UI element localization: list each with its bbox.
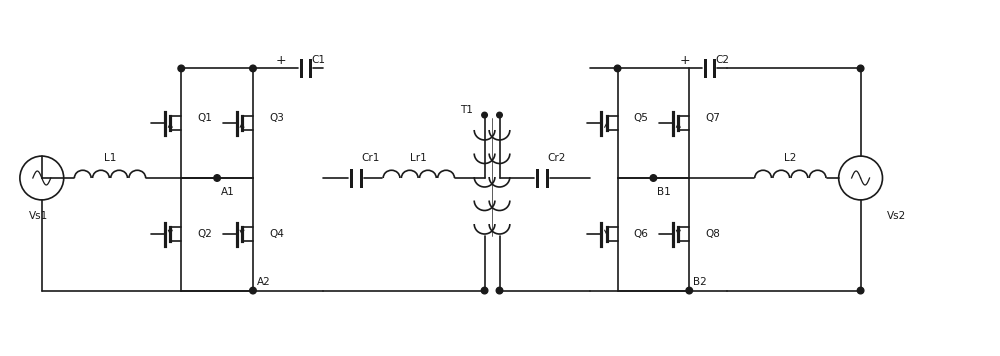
Circle shape xyxy=(686,287,693,294)
Text: B1: B1 xyxy=(657,187,671,197)
Text: Q5: Q5 xyxy=(633,113,648,123)
Text: Vs1: Vs1 xyxy=(29,211,48,221)
Text: L2: L2 xyxy=(784,153,797,163)
Text: Q2: Q2 xyxy=(197,229,212,239)
Text: Q3: Q3 xyxy=(269,113,284,123)
Circle shape xyxy=(250,287,256,294)
Text: T1: T1 xyxy=(460,105,473,115)
Circle shape xyxy=(857,287,864,294)
Text: Q1: Q1 xyxy=(197,113,212,123)
Text: Q4: Q4 xyxy=(269,229,284,239)
Circle shape xyxy=(481,287,488,294)
Circle shape xyxy=(482,112,487,118)
Circle shape xyxy=(214,175,220,181)
Text: C1: C1 xyxy=(312,56,326,66)
Circle shape xyxy=(497,112,502,118)
Text: Cr1: Cr1 xyxy=(362,153,380,163)
Text: Q7: Q7 xyxy=(705,113,720,123)
Text: B2: B2 xyxy=(693,277,707,287)
Text: Cr2: Cr2 xyxy=(548,153,566,163)
Text: Q8: Q8 xyxy=(705,229,720,239)
Text: Vs2: Vs2 xyxy=(886,211,906,221)
Text: Q6: Q6 xyxy=(633,229,648,239)
Text: L1: L1 xyxy=(104,153,116,163)
Text: +: + xyxy=(679,54,690,67)
Circle shape xyxy=(250,65,256,72)
Circle shape xyxy=(496,287,503,294)
Text: Lr1: Lr1 xyxy=(410,153,427,163)
Text: +: + xyxy=(276,54,287,67)
Circle shape xyxy=(650,175,657,181)
Text: A2: A2 xyxy=(257,277,271,287)
Circle shape xyxy=(857,65,864,72)
Text: A1: A1 xyxy=(221,187,235,197)
Text: C2: C2 xyxy=(715,56,729,66)
Circle shape xyxy=(614,65,621,72)
Circle shape xyxy=(178,65,185,72)
